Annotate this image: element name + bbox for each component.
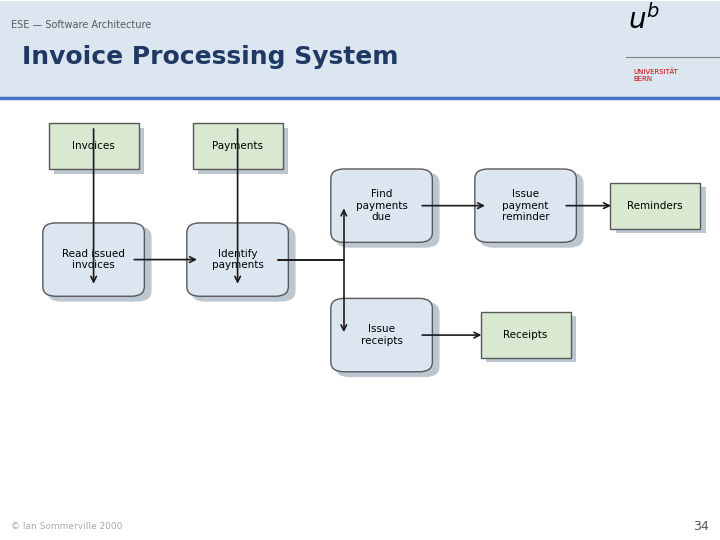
Text: $\mathit{u}^b$: $\mathit{u}^b$ <box>629 4 660 35</box>
Text: UNIVERSITÄT
BERN: UNIVERSITÄT BERN <box>634 68 678 82</box>
FancyBboxPatch shape <box>336 172 440 248</box>
FancyBboxPatch shape <box>187 223 288 296</box>
Text: Find
payments
due: Find payments due <box>356 189 408 222</box>
FancyBboxPatch shape <box>331 299 432 372</box>
FancyBboxPatch shape <box>480 172 583 248</box>
Text: Invoices: Invoices <box>72 141 115 151</box>
FancyBboxPatch shape <box>193 124 283 169</box>
Text: Payments: Payments <box>212 141 263 151</box>
Text: ESE — Software Architecture: ESE — Software Architecture <box>11 20 151 30</box>
FancyBboxPatch shape <box>55 128 145 173</box>
Text: © Ian Sommerville 2000: © Ian Sommerville 2000 <box>11 522 122 531</box>
FancyBboxPatch shape <box>43 223 145 296</box>
Text: 34: 34 <box>693 520 709 533</box>
FancyBboxPatch shape <box>475 169 577 242</box>
FancyBboxPatch shape <box>336 302 440 377</box>
FancyBboxPatch shape <box>481 312 571 358</box>
FancyBboxPatch shape <box>48 226 152 302</box>
FancyBboxPatch shape <box>331 169 432 242</box>
Text: Issue
payment
reminder: Issue payment reminder <box>502 189 549 222</box>
FancyBboxPatch shape <box>616 187 706 233</box>
FancyBboxPatch shape <box>487 316 577 362</box>
FancyBboxPatch shape <box>49 124 138 169</box>
FancyBboxPatch shape <box>192 226 296 302</box>
Text: Reminders: Reminders <box>627 201 683 211</box>
FancyBboxPatch shape <box>611 183 701 228</box>
Text: Receipts: Receipts <box>503 330 548 340</box>
Text: Identify
payments: Identify payments <box>212 249 264 271</box>
FancyBboxPatch shape <box>199 128 288 173</box>
Text: Read issued
invoices: Read issued invoices <box>62 249 125 271</box>
Text: Issue
receipts: Issue receipts <box>361 325 402 346</box>
FancyBboxPatch shape <box>0 1 720 98</box>
Text: Invoice Processing System: Invoice Processing System <box>22 45 398 69</box>
